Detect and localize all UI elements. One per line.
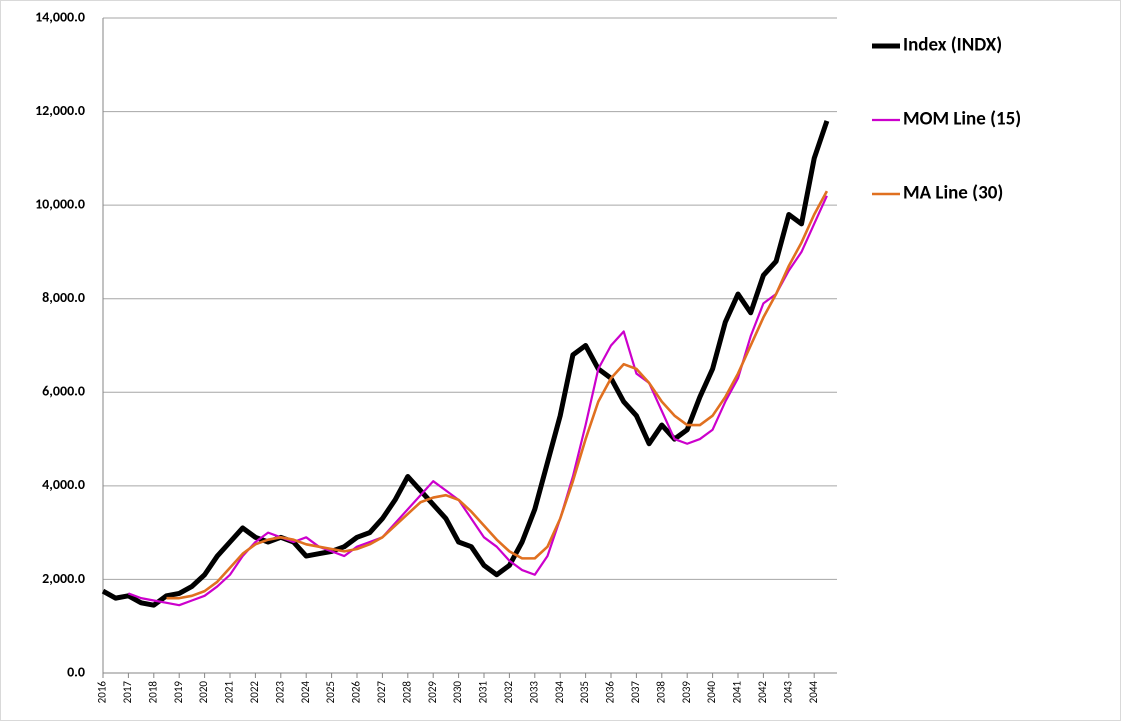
y-tick-label: 4,000.0 <box>42 476 85 493</box>
x-tick-label: 2021 <box>223 681 236 704</box>
y-tick-label: 6,000.0 <box>42 383 85 400</box>
x-tick-label: 2044 <box>807 681 820 704</box>
legend-label: MA Line (30) <box>903 182 1003 205</box>
x-tick-label: 2025 <box>324 681 337 703</box>
x-tick-label: 2038 <box>654 681 667 704</box>
y-tick-label: 10,000.0 <box>35 196 85 213</box>
legend-label: MOM Line (15) <box>903 108 1021 131</box>
x-tick-label: 2042 <box>756 681 769 704</box>
x-tick-label: 2033 <box>527 681 540 704</box>
x-tick-label: 2036 <box>604 681 617 704</box>
x-tick-label: 2031 <box>477 681 490 704</box>
x-tick-label: 2030 <box>451 681 464 704</box>
x-tick-label: 2024 <box>299 681 312 704</box>
legend-label: Index (INDX) <box>903 34 1002 57</box>
x-tick-label: 2032 <box>502 681 515 704</box>
x-tick-label: 2041 <box>731 681 744 704</box>
series-line <box>101 120 830 608</box>
x-tick-label: 2029 <box>426 681 439 704</box>
x-tick-label: 2023 <box>273 681 286 704</box>
x-tick-label: 2016 <box>96 681 109 704</box>
y-tick-label: 8,000.0 <box>42 289 85 306</box>
x-tick-label: 2035 <box>578 681 591 703</box>
x-tick-label: 2040 <box>705 681 718 704</box>
x-tick-label: 2019 <box>172 681 185 704</box>
x-tick-label: 2022 <box>248 681 261 704</box>
x-tick-label: 2017 <box>121 681 134 704</box>
x-tick-label: 2027 <box>375 681 388 704</box>
y-tick-label: 14,000.0 <box>35 8 85 25</box>
x-tick-label: 2037 <box>629 681 642 704</box>
x-tick-label: 2039 <box>680 681 693 704</box>
x-tick-label: 2028 <box>400 681 413 704</box>
x-tick-label: 2026 <box>350 681 363 704</box>
x-tick-label: 2043 <box>781 681 794 704</box>
x-tick-label: 2034 <box>553 681 566 704</box>
x-tick-label: 2018 <box>146 681 159 704</box>
x-tick-label: 2020 <box>197 681 210 704</box>
y-tick-label: 2,000.0 <box>42 570 85 587</box>
series-line <box>166 190 829 600</box>
y-tick-label: 12,000.0 <box>35 102 85 119</box>
y-tick-label: 0.0 <box>67 663 85 680</box>
